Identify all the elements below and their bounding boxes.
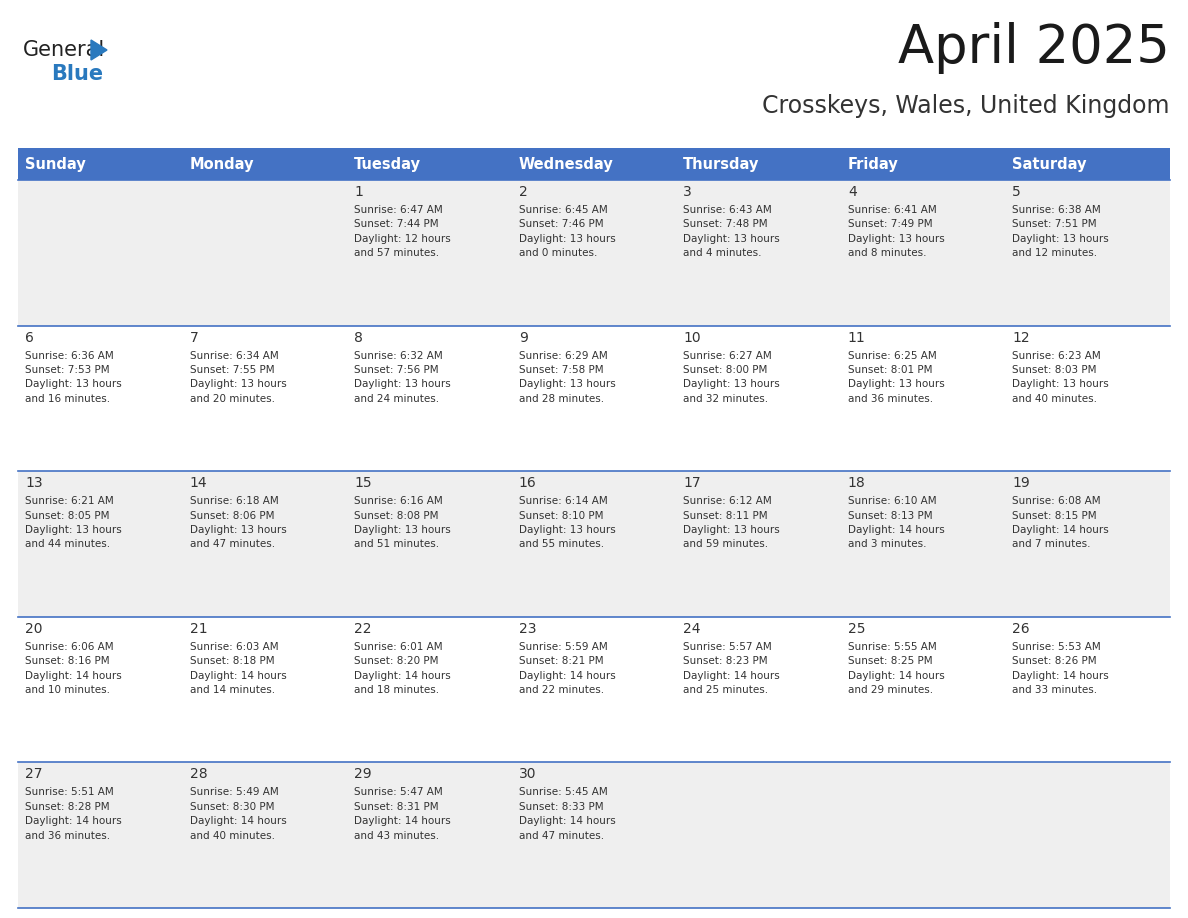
Bar <box>1005 148 1170 180</box>
Bar <box>676 148 841 180</box>
Text: April 2025: April 2025 <box>898 22 1170 74</box>
Text: General: General <box>23 40 106 60</box>
Bar <box>18 148 183 180</box>
Text: Tuesday: Tuesday <box>354 156 421 172</box>
Bar <box>512 148 676 180</box>
Text: Sunday: Sunday <box>25 156 86 172</box>
Text: Saturday: Saturday <box>1012 156 1087 172</box>
Text: 3: 3 <box>683 185 693 199</box>
Text: Sunrise: 6:14 AM
Sunset: 8:10 PM
Daylight: 13 hours
and 55 minutes.: Sunrise: 6:14 AM Sunset: 8:10 PM Dayligh… <box>519 497 615 549</box>
Text: Sunrise: 6:47 AM
Sunset: 7:44 PM
Daylight: 12 hours
and 57 minutes.: Sunrise: 6:47 AM Sunset: 7:44 PM Dayligh… <box>354 205 451 258</box>
Text: Sunrise: 5:59 AM
Sunset: 8:21 PM
Daylight: 14 hours
and 22 minutes.: Sunrise: 5:59 AM Sunset: 8:21 PM Dayligh… <box>519 642 615 695</box>
Text: Wednesday: Wednesday <box>519 156 613 172</box>
Text: Sunrise: 6:12 AM
Sunset: 8:11 PM
Daylight: 13 hours
and 59 minutes.: Sunrise: 6:12 AM Sunset: 8:11 PM Dayligh… <box>683 497 781 549</box>
Text: Sunrise: 6:18 AM
Sunset: 8:06 PM
Daylight: 13 hours
and 47 minutes.: Sunrise: 6:18 AM Sunset: 8:06 PM Dayligh… <box>190 497 286 549</box>
Bar <box>18 763 1170 908</box>
Bar <box>183 148 347 180</box>
Text: Sunrise: 6:23 AM
Sunset: 8:03 PM
Daylight: 13 hours
and 40 minutes.: Sunrise: 6:23 AM Sunset: 8:03 PM Dayligh… <box>1012 351 1110 404</box>
Text: Thursday: Thursday <box>683 156 759 172</box>
Text: 16: 16 <box>519 476 537 490</box>
Text: 9: 9 <box>519 330 527 344</box>
Text: 29: 29 <box>354 767 372 781</box>
Text: Sunrise: 6:36 AM
Sunset: 7:53 PM
Daylight: 13 hours
and 16 minutes.: Sunrise: 6:36 AM Sunset: 7:53 PM Dayligh… <box>25 351 121 404</box>
Text: 26: 26 <box>1012 621 1030 636</box>
Text: Friday: Friday <box>848 156 898 172</box>
Text: 12: 12 <box>1012 330 1030 344</box>
Text: 21: 21 <box>190 621 207 636</box>
Text: Sunrise: 5:57 AM
Sunset: 8:23 PM
Daylight: 14 hours
and 25 minutes.: Sunrise: 5:57 AM Sunset: 8:23 PM Dayligh… <box>683 642 781 695</box>
Text: 4: 4 <box>848 185 857 199</box>
Bar <box>347 148 512 180</box>
Text: 19: 19 <box>1012 476 1030 490</box>
Text: Sunrise: 6:01 AM
Sunset: 8:20 PM
Daylight: 14 hours
and 18 minutes.: Sunrise: 6:01 AM Sunset: 8:20 PM Dayligh… <box>354 642 451 695</box>
Text: Sunrise: 6:08 AM
Sunset: 8:15 PM
Daylight: 14 hours
and 7 minutes.: Sunrise: 6:08 AM Sunset: 8:15 PM Dayligh… <box>1012 497 1110 549</box>
Text: Sunrise: 6:34 AM
Sunset: 7:55 PM
Daylight: 13 hours
and 20 minutes.: Sunrise: 6:34 AM Sunset: 7:55 PM Dayligh… <box>190 351 286 404</box>
Text: 27: 27 <box>25 767 43 781</box>
Text: 6: 6 <box>25 330 34 344</box>
Text: Sunrise: 6:27 AM
Sunset: 8:00 PM
Daylight: 13 hours
and 32 minutes.: Sunrise: 6:27 AM Sunset: 8:00 PM Dayligh… <box>683 351 781 404</box>
Text: 23: 23 <box>519 621 536 636</box>
Bar <box>18 471 1170 617</box>
Text: Sunrise: 6:45 AM
Sunset: 7:46 PM
Daylight: 13 hours
and 0 minutes.: Sunrise: 6:45 AM Sunset: 7:46 PM Dayligh… <box>519 205 615 258</box>
Text: 10: 10 <box>683 330 701 344</box>
Bar <box>18 180 1170 326</box>
Text: 20: 20 <box>25 621 43 636</box>
Text: 30: 30 <box>519 767 536 781</box>
Text: 24: 24 <box>683 621 701 636</box>
Text: 15: 15 <box>354 476 372 490</box>
Text: Sunrise: 5:45 AM
Sunset: 8:33 PM
Daylight: 14 hours
and 47 minutes.: Sunrise: 5:45 AM Sunset: 8:33 PM Dayligh… <box>519 788 615 841</box>
Text: Sunrise: 5:53 AM
Sunset: 8:26 PM
Daylight: 14 hours
and 33 minutes.: Sunrise: 5:53 AM Sunset: 8:26 PM Dayligh… <box>1012 642 1110 695</box>
Text: 14: 14 <box>190 476 207 490</box>
Text: 1: 1 <box>354 185 364 199</box>
Text: 28: 28 <box>190 767 207 781</box>
Text: 22: 22 <box>354 621 372 636</box>
Text: 18: 18 <box>848 476 866 490</box>
Polygon shape <box>91 40 107 60</box>
Text: Sunrise: 6:29 AM
Sunset: 7:58 PM
Daylight: 13 hours
and 28 minutes.: Sunrise: 6:29 AM Sunset: 7:58 PM Dayligh… <box>519 351 615 404</box>
Text: 8: 8 <box>354 330 364 344</box>
Text: Sunrise: 6:21 AM
Sunset: 8:05 PM
Daylight: 13 hours
and 44 minutes.: Sunrise: 6:21 AM Sunset: 8:05 PM Dayligh… <box>25 497 121 549</box>
Text: Sunrise: 6:16 AM
Sunset: 8:08 PM
Daylight: 13 hours
and 51 minutes.: Sunrise: 6:16 AM Sunset: 8:08 PM Dayligh… <box>354 497 451 549</box>
Text: Sunrise: 6:03 AM
Sunset: 8:18 PM
Daylight: 14 hours
and 14 minutes.: Sunrise: 6:03 AM Sunset: 8:18 PM Dayligh… <box>190 642 286 695</box>
Text: 25: 25 <box>848 621 865 636</box>
Text: Sunrise: 5:55 AM
Sunset: 8:25 PM
Daylight: 14 hours
and 29 minutes.: Sunrise: 5:55 AM Sunset: 8:25 PM Dayligh… <box>848 642 944 695</box>
Text: 5: 5 <box>1012 185 1022 199</box>
Text: Monday: Monday <box>190 156 254 172</box>
Text: Sunrise: 6:06 AM
Sunset: 8:16 PM
Daylight: 14 hours
and 10 minutes.: Sunrise: 6:06 AM Sunset: 8:16 PM Dayligh… <box>25 642 121 695</box>
Text: Sunrise: 6:41 AM
Sunset: 7:49 PM
Daylight: 13 hours
and 8 minutes.: Sunrise: 6:41 AM Sunset: 7:49 PM Dayligh… <box>848 205 944 258</box>
Text: Sunrise: 6:43 AM
Sunset: 7:48 PM
Daylight: 13 hours
and 4 minutes.: Sunrise: 6:43 AM Sunset: 7:48 PM Dayligh… <box>683 205 781 258</box>
Text: 17: 17 <box>683 476 701 490</box>
Text: Sunrise: 5:47 AM
Sunset: 8:31 PM
Daylight: 14 hours
and 43 minutes.: Sunrise: 5:47 AM Sunset: 8:31 PM Dayligh… <box>354 788 451 841</box>
Bar <box>18 326 1170 471</box>
Text: Sunrise: 6:32 AM
Sunset: 7:56 PM
Daylight: 13 hours
and 24 minutes.: Sunrise: 6:32 AM Sunset: 7:56 PM Dayligh… <box>354 351 451 404</box>
Text: 11: 11 <box>848 330 866 344</box>
Text: Sunrise: 5:49 AM
Sunset: 8:30 PM
Daylight: 14 hours
and 40 minutes.: Sunrise: 5:49 AM Sunset: 8:30 PM Dayligh… <box>190 788 286 841</box>
Text: 13: 13 <box>25 476 43 490</box>
Text: Sunrise: 6:25 AM
Sunset: 8:01 PM
Daylight: 13 hours
and 36 minutes.: Sunrise: 6:25 AM Sunset: 8:01 PM Dayligh… <box>848 351 944 404</box>
Text: 2: 2 <box>519 185 527 199</box>
Text: Crosskeys, Wales, United Kingdom: Crosskeys, Wales, United Kingdom <box>763 94 1170 118</box>
Text: Sunrise: 6:38 AM
Sunset: 7:51 PM
Daylight: 13 hours
and 12 minutes.: Sunrise: 6:38 AM Sunset: 7:51 PM Dayligh… <box>1012 205 1110 258</box>
Bar <box>18 617 1170 763</box>
Bar <box>841 148 1005 180</box>
Text: Sunrise: 5:51 AM
Sunset: 8:28 PM
Daylight: 14 hours
and 36 minutes.: Sunrise: 5:51 AM Sunset: 8:28 PM Dayligh… <box>25 788 121 841</box>
Text: Sunrise: 6:10 AM
Sunset: 8:13 PM
Daylight: 14 hours
and 3 minutes.: Sunrise: 6:10 AM Sunset: 8:13 PM Dayligh… <box>848 497 944 549</box>
Text: Blue: Blue <box>51 64 103 84</box>
Text: 7: 7 <box>190 330 198 344</box>
